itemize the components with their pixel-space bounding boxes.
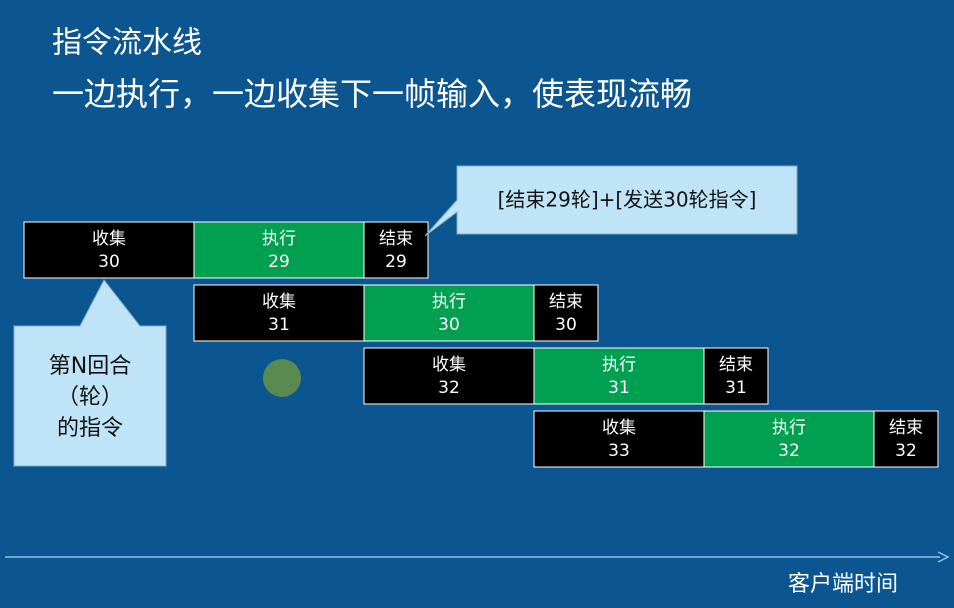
left-callout [13, 279, 167, 467]
subtitle: 一边执行，一边收集下一帧输入，使表现流畅 [52, 75, 692, 113]
cell [363, 284, 535, 342]
pipeline: 收集 30 执行 29 结束 29 收集 31 执行 30 结束 30 收集 32 执行 31 结束 31 收集 33… [23, 221, 939, 468]
left-callout-text: 第N回合 （轮） 的指令 [49, 354, 131, 441]
left-callout-line: 的指令 [57, 416, 123, 441]
cell [703, 347, 769, 405]
cell-label: 收集 [432, 355, 466, 375]
cell-label: 执行 [262, 229, 296, 249]
cell [703, 410, 875, 468]
cell-round: 31 [608, 378, 630, 398]
cell [363, 221, 429, 279]
cell-label: 收集 [262, 292, 296, 312]
cell [23, 221, 195, 279]
dot [263, 359, 301, 397]
top-callout-text: [结束29轮]+[发送30轮指令] [498, 188, 757, 212]
cell-label: 结束 [379, 229, 413, 249]
cell [363, 347, 535, 405]
cell [533, 410, 705, 468]
cell [193, 221, 365, 279]
cell-round: 33 [608, 441, 630, 461]
cell-round: 32 [895, 441, 917, 461]
cell-round: 30 [555, 315, 577, 335]
cell-round: 30 [438, 315, 460, 335]
cell-round: 32 [438, 378, 460, 398]
cell-round: 29 [385, 252, 407, 272]
cell-round: 29 [268, 252, 290, 272]
cell-label: 执行 [602, 355, 636, 375]
cell [873, 410, 939, 468]
axis-label: 客户端时间 [788, 572, 898, 597]
cell-round: 31 [725, 378, 747, 398]
cell-label: 执行 [432, 292, 466, 312]
left-callout-line: 第N回合 [49, 354, 131, 379]
cell-label: 结束 [719, 355, 753, 375]
cell-label: 结束 [889, 418, 923, 438]
cell-label: 收集 [92, 229, 126, 249]
axis-arrow [937, 551, 950, 563]
cell-label: 收集 [602, 418, 636, 438]
cell-label: 结束 [549, 292, 583, 312]
cell-round: 30 [98, 252, 120, 272]
left-callout-line: （轮） [57, 385, 123, 410]
cell-label: 执行 [772, 418, 806, 438]
top-callout [424, 165, 798, 237]
cell [533, 284, 599, 342]
cell-round: 31 [268, 315, 290, 335]
title: 指令流水线 [52, 26, 202, 61]
cell-round: 32 [778, 441, 800, 461]
cell [193, 284, 365, 342]
